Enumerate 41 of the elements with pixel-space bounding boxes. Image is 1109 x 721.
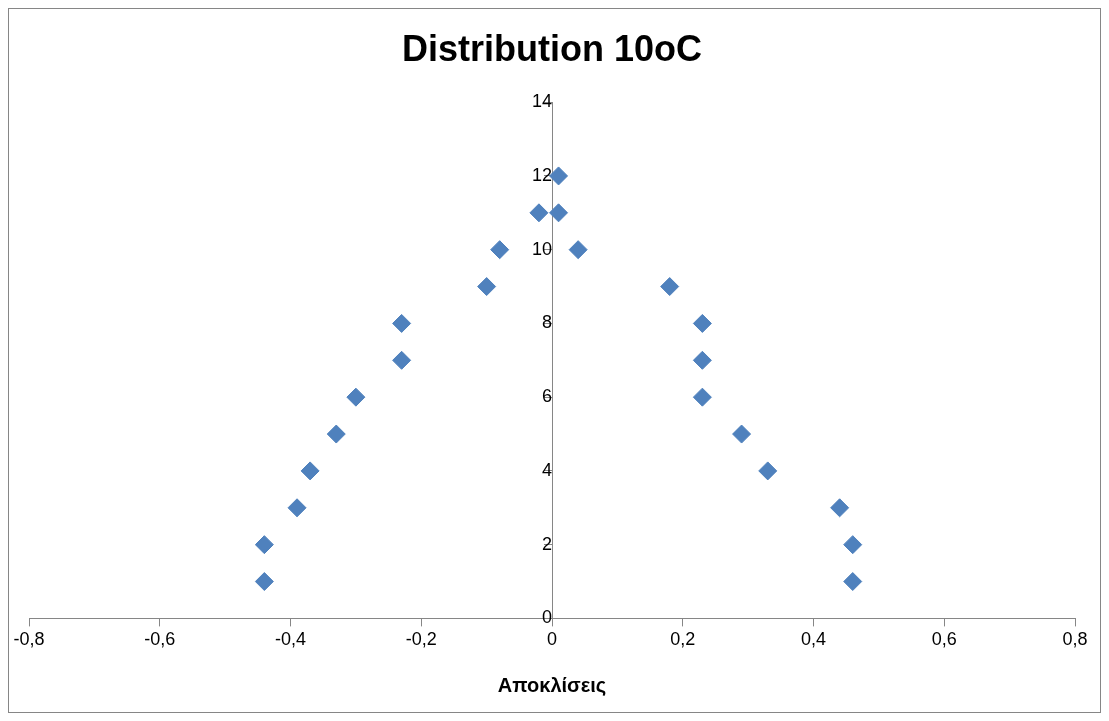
point (843, 572, 863, 592)
point (287, 498, 307, 518)
point (490, 240, 510, 260)
chart-title: Distribution 10oC (401, 27, 703, 69)
y-tick-label: 4 (541, 459, 552, 480)
point (346, 387, 366, 407)
x-tick-label: -0,6 (144, 629, 176, 650)
point (568, 240, 588, 260)
x-tick-label: 0,4 (800, 629, 827, 650)
point (732, 424, 752, 444)
point (254, 572, 274, 592)
y-tick-label: 8 (541, 312, 552, 333)
point (254, 535, 274, 555)
point (692, 350, 712, 370)
x-tick-label: 0,2 (670, 629, 696, 650)
point (392, 350, 412, 370)
y-tick-label: 0 (541, 607, 552, 628)
x-tick-label: -0,4 (274, 629, 307, 650)
point (549, 203, 569, 223)
point (692, 313, 712, 333)
point (843, 535, 863, 555)
x-tick-label: 0,8 (1062, 629, 1088, 650)
y-tick-label: 12 (531, 164, 552, 185)
y-tick-label: 2 (541, 533, 552, 554)
y-tick-label: 14 (531, 91, 552, 112)
x-axis-title: Αποκλίσεις (497, 673, 607, 696)
point (477, 277, 497, 297)
point (529, 203, 549, 223)
point (692, 387, 712, 407)
point (549, 166, 569, 186)
point (660, 277, 680, 297)
y-tick-label: 6 (541, 386, 552, 407)
point (326, 424, 346, 444)
x-tick-label: -0,8 (13, 629, 45, 650)
point (300, 461, 320, 481)
point (392, 313, 412, 333)
point (758, 461, 778, 481)
y-tick-label: 10 (531, 238, 552, 259)
x-tick-label: -0,2 (405, 629, 437, 650)
x-tick-label: 0,6 (931, 629, 957, 650)
point (830, 498, 850, 518)
